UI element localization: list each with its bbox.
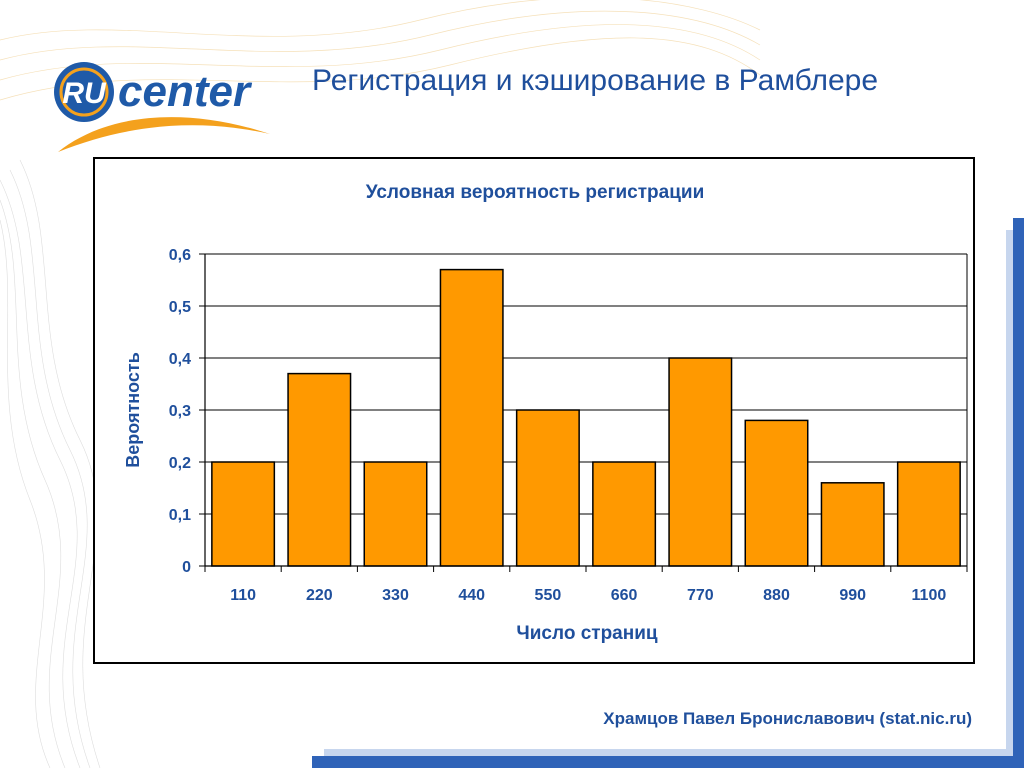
bar-330 [363, 461, 428, 567]
x-tick-label: 440 [458, 587, 485, 604]
bar-110 [211, 461, 276, 567]
bar-550 [515, 409, 580, 567]
x-axis-label: Число страниц [516, 623, 658, 644]
x-tick-label: 550 [535, 587, 562, 604]
y-tick-label: 0,2 [169, 455, 191, 472]
bar-1100 [896, 461, 961, 567]
chart-bars [211, 268, 961, 567]
slide-title: Регистрация и кэширование в Рамблере [312, 64, 879, 97]
x-tick-label: 770 [687, 587, 714, 604]
bar-660 [592, 461, 657, 567]
bar-770 [668, 357, 733, 567]
x-tick-label: 990 [839, 587, 866, 604]
x-tick-label: 330 [382, 587, 409, 604]
decorative-bar-bottom [312, 756, 1024, 768]
decorative-bar-right [1013, 218, 1024, 768]
chart-frame: Условная вероятность регистрации 0 0,1 0,2… [93, 157, 975, 664]
x-tick-label: 220 [306, 587, 333, 604]
bar-chart: Условная вероятность регистрации 0 0,1 0,2… [123, 182, 968, 644]
ru-center-logo: RU center [54, 62, 270, 152]
logo-word-text: center [118, 67, 253, 116]
logo-badge-text: RU [62, 77, 107, 110]
y-tick-labels: 0 0,1 0,2 0,3 0,4 0,5 0,6 [169, 247, 191, 576]
chart-title: Условная вероятность регистрации [366, 182, 705, 203]
bar-440 [439, 268, 504, 567]
decorative-bar-bottom-light [324, 749, 1013, 756]
x-tick-labels: 110 220 330 440 550 660 770 880 990 1100 [230, 587, 946, 604]
decorative-bar-right-light [1006, 230, 1013, 756]
author-credit: Храмцов Павел Брониславович (stat.nic.ru… [603, 709, 972, 728]
x-tick-label: 880 [763, 587, 790, 604]
y-tick-label: 0,1 [169, 507, 191, 524]
y-tick-label: 0,3 [169, 403, 191, 420]
bar-990 [820, 482, 885, 567]
chart-axes [199, 253, 968, 572]
x-tick-label: 110 [230, 587, 256, 604]
y-tick-label: 0 [182, 559, 191, 576]
x-tick-label: 660 [611, 587, 638, 604]
y-tick-label: 0,6 [169, 247, 191, 264]
bar-880 [744, 419, 809, 567]
y-tick-label: 0,5 [169, 299, 191, 316]
y-tick-label: 0,4 [169, 351, 191, 368]
bar-220 [287, 372, 352, 567]
y-axis-label: Вероятность [123, 352, 143, 468]
x-tick-label: 1100 [912, 587, 947, 604]
